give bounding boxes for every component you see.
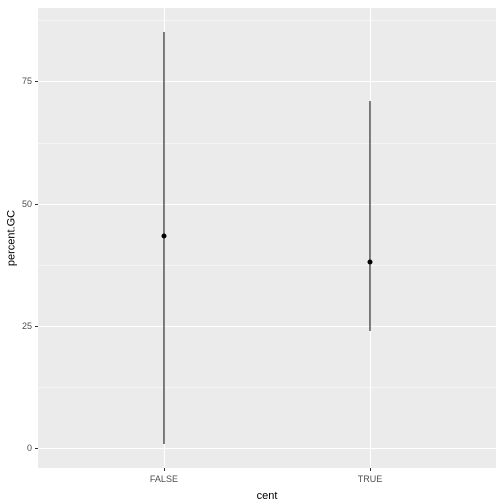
grid-major-h bbox=[38, 326, 496, 327]
grid-minor-h bbox=[38, 265, 496, 266]
y-tick-mark bbox=[35, 204, 38, 205]
grid-major-h bbox=[38, 81, 496, 82]
grid-minor-h bbox=[38, 387, 496, 388]
y-axis-title: percent.GC bbox=[6, 210, 18, 266]
x-tick-label: FALSE bbox=[150, 474, 178, 484]
chart-container: 0 25 50 75 FALSE TRUE percent.GC cent bbox=[0, 0, 504, 504]
x-tick-mark bbox=[370, 468, 371, 471]
y-tick-mark bbox=[35, 81, 38, 82]
y-tick-label: 75 bbox=[22, 76, 32, 86]
y-tick-mark bbox=[35, 448, 38, 449]
grid-minor-h bbox=[38, 143, 496, 144]
pointrange-dot bbox=[368, 260, 373, 265]
grid-minor-h bbox=[38, 20, 496, 21]
grid-major-h bbox=[38, 448, 496, 449]
pointrange-line bbox=[370, 101, 371, 331]
plot-panel bbox=[38, 8, 496, 468]
grid-major-h bbox=[38, 204, 496, 205]
y-tick-mark bbox=[35, 326, 38, 327]
x-axis-title: cent bbox=[257, 490, 278, 502]
x-tick-label: TRUE bbox=[358, 474, 383, 484]
y-tick-label: 50 bbox=[22, 199, 32, 209]
y-tick-label: 0 bbox=[27, 443, 32, 453]
x-tick-mark bbox=[164, 468, 165, 471]
pointrange-dot bbox=[161, 233, 166, 238]
y-tick-label: 25 bbox=[22, 321, 32, 331]
